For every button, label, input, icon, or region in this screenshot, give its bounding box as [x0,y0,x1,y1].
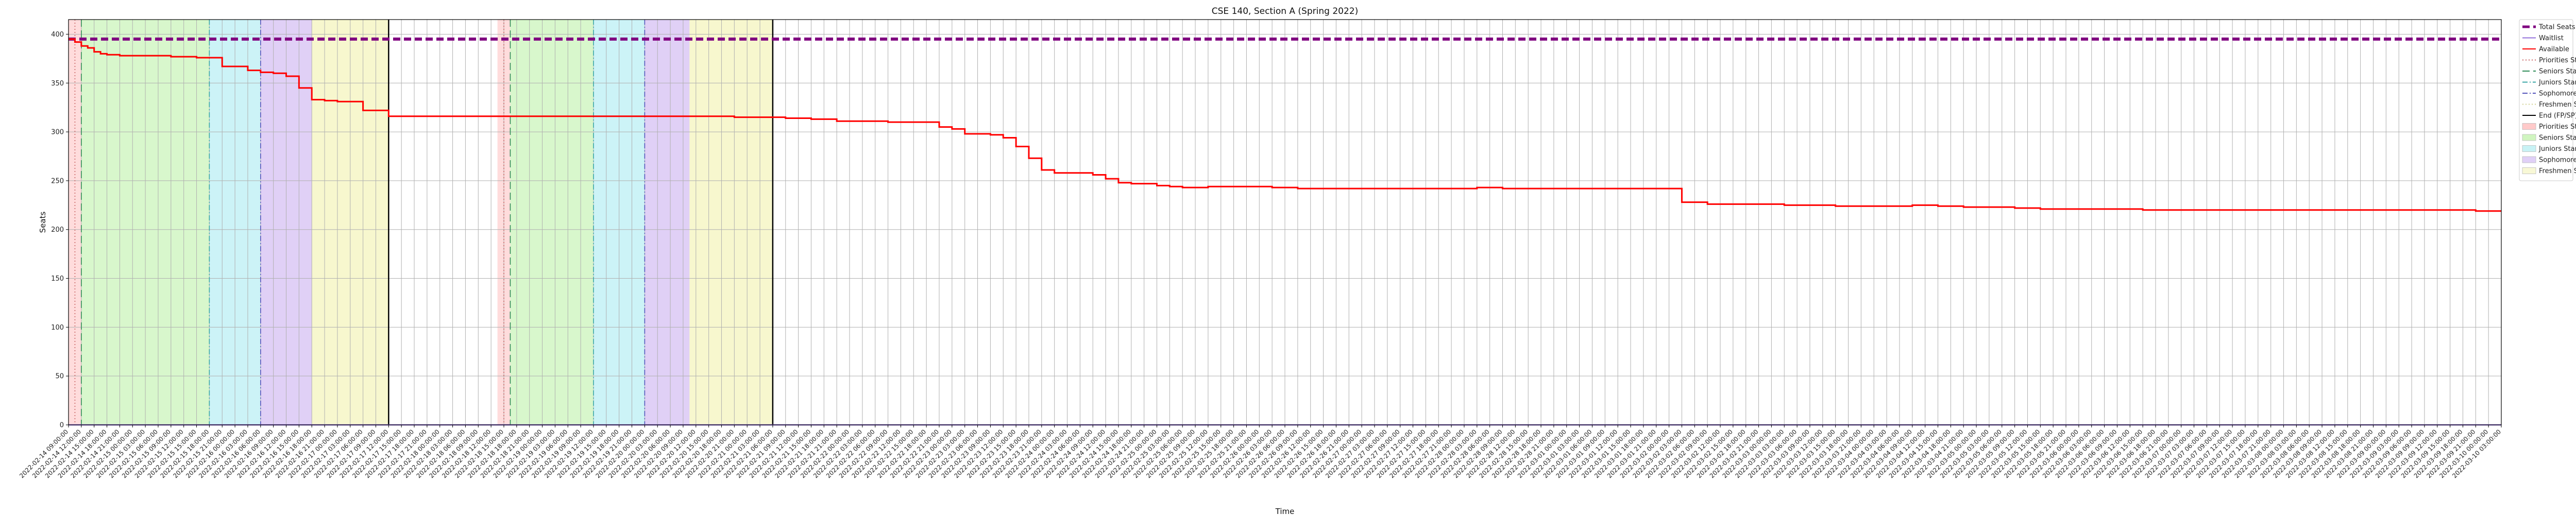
legend-label: Freshmen Start [2539,167,2576,175]
legend-swatch-juniors-start [2522,145,2536,152]
legend-label: End (FP/SP) [2539,112,2576,120]
shaded-regions [69,20,773,425]
legend-label: Priorities Start [2539,57,2576,64]
legend-label: Priorities Start [2539,123,2576,131]
region-sophomores-start [645,20,690,425]
region-seniors-start [510,20,594,425]
legend-label: Juniors Start [2538,145,2576,153]
legend-label: Seniors Start [2539,134,2576,142]
y-tick-label: 250 [51,177,64,185]
y-tick-label: 200 [51,226,64,234]
y-tick-label: 0 [60,422,64,430]
y-tick-label: 50 [55,373,64,381]
legend-swatch-seniors-start [2522,134,2536,141]
legend-label: Seniors Start [2539,68,2576,76]
legend-label: Available [2539,46,2569,54]
series-available [69,38,2501,212]
y-tick-label: 350 [51,80,64,88]
y-tick-label: 400 [51,31,64,39]
legend-swatch-freshmen-start [2522,167,2536,174]
legend-label: Sophomores Start [2539,157,2576,164]
y-tick-label: 100 [51,324,64,332]
y-tick-label: 150 [51,275,64,283]
chart-title: CSE 140, Section A (Spring 2022) [1212,6,1358,16]
legend-label: Juniors Start [2538,79,2576,87]
legend-swatch-priorities-start [2522,123,2536,130]
legend-swatch-sophomores-start [2522,156,2536,163]
legend-label: Freshmen Start [2539,101,2576,109]
phase-lines [74,20,774,425]
region-priorities-start [69,20,81,425]
grid [68,20,2502,425]
region-freshmen-start [689,20,773,425]
y-axis-title: Seats [38,211,47,233]
x-axis-title: Time [1275,507,1295,515]
legend: Total Seats Waitlist Available Priorities S… [2519,19,2576,181]
legend-label: Total Seats [2538,24,2575,31]
legend-label: Sophomores Start [2539,90,2576,98]
y-tick-label: 300 [51,129,64,136]
legend-label: Waitlist [2539,35,2564,42]
